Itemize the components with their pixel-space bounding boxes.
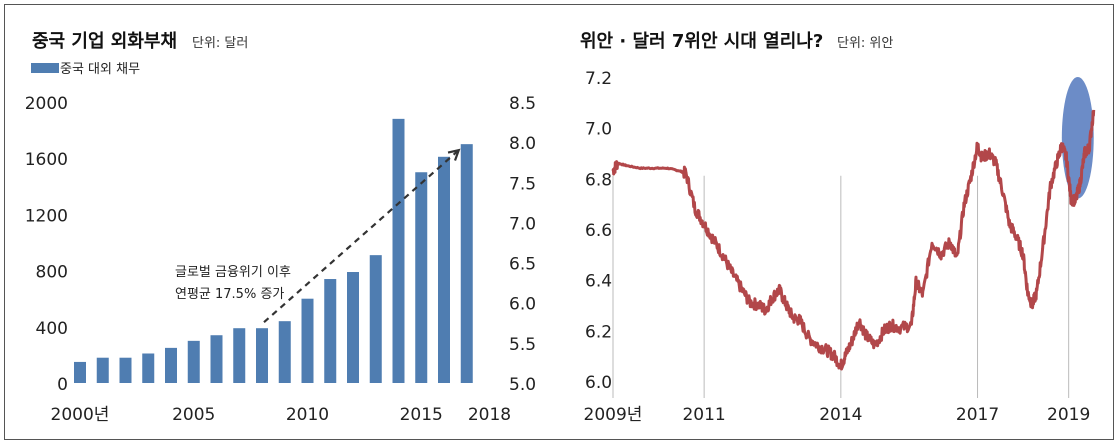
right-x-axis: 2009년 2011 2014 2017 2019	[584, 405, 1091, 425]
debt-bar	[324, 279, 337, 383]
right-x-tick-label: 2011	[682, 405, 725, 425]
debt-bar	[438, 156, 450, 383]
left-x-tick-label: 2005	[172, 405, 215, 425]
right-y-tick-label: 6.6	[585, 221, 612, 241]
debt-bar	[74, 361, 86, 383]
left-y-tick-label: 1600	[25, 150, 68, 170]
debt-bar	[369, 255, 382, 383]
left-x-axis: 2000년 2005 2010 2015 2018	[51, 405, 512, 425]
right-x-tick-label: 2017	[956, 405, 999, 425]
right-x-tick-label: 2019	[1047, 405, 1090, 425]
debt-bar	[347, 272, 359, 383]
left-x-tick-label: 2000년	[51, 405, 110, 425]
trend-arrow	[263, 149, 460, 324]
cny-chart: 위안 · 달러 7위안 시대 열리나? 단위: 위안 6.06.26.46.66…	[580, 31, 1096, 425]
right-y-tick-label: 7.2	[585, 69, 612, 89]
left-y2-tick-label: 8.0	[509, 134, 536, 154]
left-y-tick-label: 2000	[25, 94, 68, 114]
debt-bar	[187, 340, 200, 383]
debt-chart: 중국 기업 외화부채 단위: 달러 중국 대외 채무 0 400 800 1200 16…	[25, 31, 536, 425]
left-y2-tick-label: 5.5	[509, 335, 536, 355]
left-x-tick-label: 2018	[468, 405, 511, 425]
trend-arrow-head	[447, 148, 461, 161]
debt-bars	[74, 118, 473, 384]
debt-chart-unit: 단위: 달러	[192, 36, 248, 51]
debt-bar	[119, 357, 132, 383]
figure-frame	[4, 4, 1114, 440]
right-y-tick-label: 6.8	[585, 170, 612, 190]
left-y2-tick-label: 7.0	[509, 214, 536, 234]
right-y-tick-label: 6.0	[585, 373, 612, 393]
left-y-tick-label: 800	[36, 263, 68, 283]
debt-bar	[301, 298, 314, 383]
left-y-tick-label: 400	[36, 319, 68, 339]
left-x-tick-label: 2010	[286, 405, 329, 425]
debt-bar	[460, 144, 473, 383]
cny-line	[611, 109, 1096, 371]
left-y-axis: 0 400 800 1200 1600 2000	[25, 94, 68, 395]
debt-bar	[96, 357, 109, 383]
annotation-line-1: 글로벌 금융위기 이후	[175, 265, 291, 280]
left-y-tick-label: 1200	[25, 206, 68, 226]
cny-chart-unit: 단위: 위안	[837, 36, 893, 51]
left-y2-tick-label: 5.0	[509, 375, 536, 395]
debt-bar	[392, 118, 405, 384]
right-x-tick-label: 2009년	[584, 405, 643, 425]
left-y2-tick-label: 7.5	[509, 174, 536, 194]
left-y2-axis: 5.0 5.5 6.0 6.5 7.0 7.5 8.0 8.5	[509, 94, 536, 395]
legend-label: 중국 대외 채무	[60, 62, 140, 77]
right-y-tick-label: 7.0	[585, 120, 612, 140]
right-y-tick-label: 6.2	[585, 322, 612, 342]
debt-bar	[142, 353, 155, 383]
debt-bar	[256, 328, 268, 383]
annotation-line-2: 연평균 17.5% 증가	[175, 287, 284, 302]
left-y2-tick-label: 8.5	[509, 94, 536, 114]
right-y-tick-label: 6.4	[585, 272, 612, 292]
debt-bar	[165, 347, 177, 383]
debt-bar	[278, 321, 291, 383]
left-y2-tick-label: 6.0	[509, 295, 536, 315]
left-y-tick-label: 0	[57, 375, 68, 395]
debt-bar	[210, 335, 223, 383]
left-y2-tick-label: 6.5	[509, 255, 536, 275]
debt-bar	[233, 328, 246, 383]
debt-bar	[415, 172, 428, 383]
debt-chart-title: 중국 기업 외화부채	[32, 31, 177, 52]
highlight-ellipse	[1061, 77, 1094, 199]
right-x-tick-label: 2014	[819, 405, 862, 425]
right-y-axis: 6.0 6.2 6.4 6.6 6.8 7.0 7.2	[585, 69, 612, 393]
cny-chart-title: 위안 · 달러 7위안 시대 열리나?	[580, 31, 823, 52]
left-x-tick-label: 2015	[400, 405, 443, 425]
legend-swatch	[31, 63, 59, 73]
